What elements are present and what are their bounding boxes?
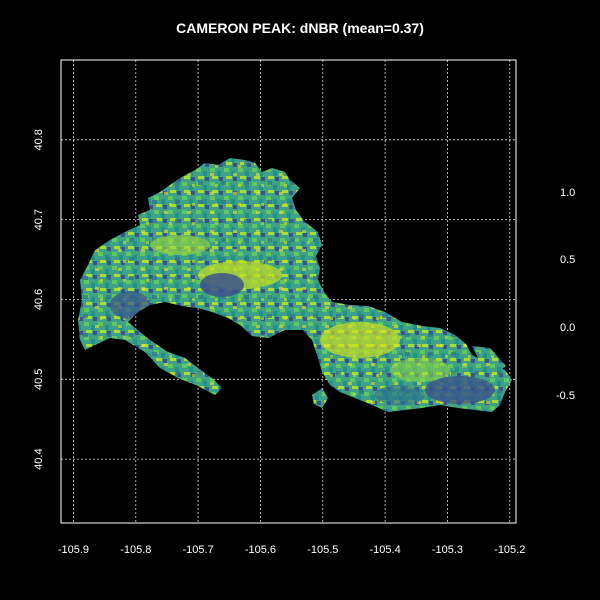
- colorbar-label: 1.0: [560, 187, 576, 199]
- x-tick-label: -105.5: [307, 544, 338, 556]
- y-tick-label: 40.8: [33, 129, 45, 150]
- y-axis: 40.4 40.5 40.6 40.7 40.8: [33, 129, 45, 470]
- x-tick-label: -105.3: [432, 544, 463, 556]
- low-severity-patch: [200, 273, 244, 297]
- y-tick-label: 40.6: [33, 289, 45, 310]
- low-severity-patch: [425, 376, 495, 404]
- map-title: CAMERON PEAK: dNBR (mean=0.37): [176, 20, 424, 36]
- colorbar-label: 0.5: [560, 254, 576, 266]
- colorbar-label: -0.5: [556, 390, 575, 402]
- x-tick-label: -105.7: [183, 544, 214, 556]
- y-tick-label: 40.5: [33, 369, 45, 390]
- low-severity-patch: [375, 385, 425, 405]
- high-severity-patch: [390, 358, 450, 382]
- high-severity-patch: [150, 235, 210, 255]
- y-tick-label: 40.4: [33, 448, 45, 469]
- x-tick-label: -105.8: [120, 544, 151, 556]
- grid-lines: [61, 60, 516, 523]
- colorbar-label: 0.0: [560, 322, 576, 334]
- y-tick-label: 40.7: [33, 209, 45, 230]
- x-tick-label: -105.6: [245, 544, 276, 556]
- x-tick-label: -105.2: [494, 544, 525, 556]
- x-tick-label: -105.4: [370, 544, 401, 556]
- high-severity-patch: [320, 322, 400, 358]
- x-tick-label: -105.9: [58, 544, 89, 556]
- x-axis: -105.9 -105.8 -105.7 -105.6 -105.5 -105.4 -105…: [58, 544, 526, 556]
